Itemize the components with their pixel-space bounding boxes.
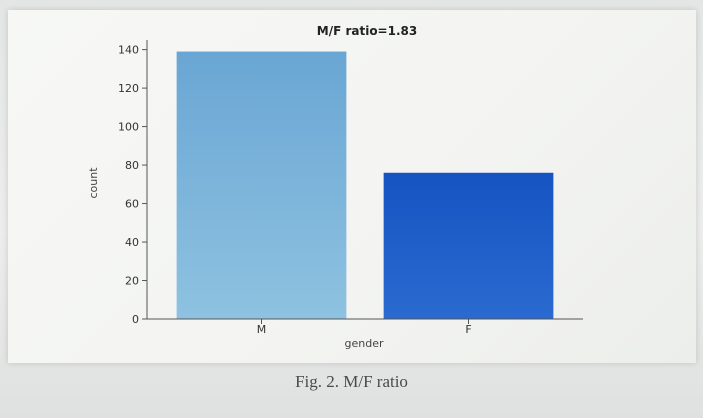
y-axis-ticks: 0 20 40 60 80 100 120 140 bbox=[118, 44, 147, 326]
monitor-screen bbox=[8, 10, 696, 363]
x-tick-label-f: F bbox=[465, 323, 471, 336]
y-tick-label: 40 bbox=[125, 236, 139, 249]
y-tick-label: 0 bbox=[132, 313, 139, 326]
bar-f bbox=[383, 172, 554, 319]
x-tick-label-m: M bbox=[257, 323, 267, 336]
bars bbox=[176, 51, 554, 319]
bar-m bbox=[176, 51, 347, 319]
x-axis-label: gender bbox=[345, 337, 384, 350]
y-tick-label: 120 bbox=[118, 82, 139, 95]
y-tick-label: 60 bbox=[125, 198, 139, 211]
y-axis-label: count bbox=[87, 167, 100, 199]
y-tick-label: 140 bbox=[118, 44, 139, 57]
y-tick-label: 80 bbox=[125, 159, 139, 172]
chart-title: M/F ratio=1.83 bbox=[317, 24, 417, 38]
y-tick-label: 20 bbox=[125, 275, 139, 288]
y-tick-label: 100 bbox=[118, 121, 139, 134]
figure-caption: Fig. 2. M/F ratio bbox=[295, 372, 408, 391]
bar-chart: M/F ratio=1.83 count gender 0 20 40 60 80 100… bbox=[87, 24, 583, 350]
